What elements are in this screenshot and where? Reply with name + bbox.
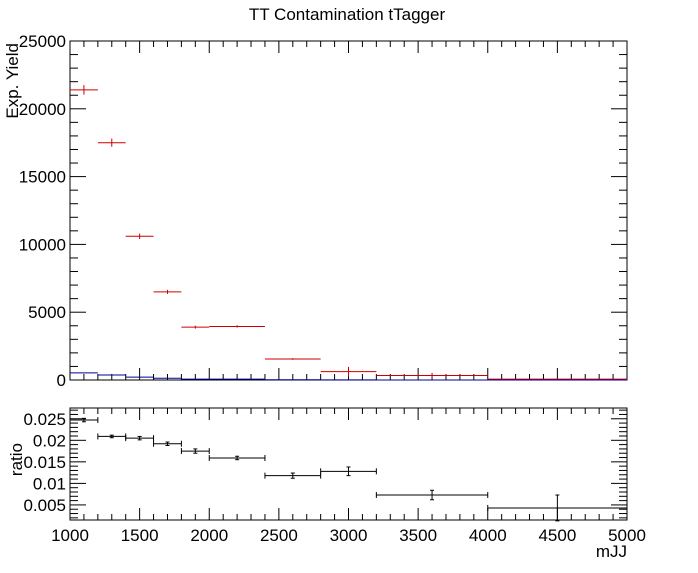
x-axis-label: mJJ bbox=[596, 542, 627, 561]
y-tick-label: 20000 bbox=[19, 100, 66, 119]
ratio-axis-ticks bbox=[69, 408, 628, 520]
yield-point bbox=[70, 85, 98, 95]
ratio-point bbox=[320, 466, 377, 477]
x-tick-label: 1500 bbox=[121, 526, 159, 545]
x-tick-label: 3500 bbox=[399, 526, 437, 545]
ratio-point bbox=[180, 448, 210, 455]
x-tick-label: 5000 bbox=[608, 526, 646, 545]
ratio-point bbox=[208, 454, 266, 461]
ratio-y-tick-label: 0.025 bbox=[23, 410, 66, 429]
yield-point bbox=[181, 325, 210, 329]
yield-point bbox=[264, 358, 321, 360]
ratio-point bbox=[487, 494, 628, 522]
ratio-frame-box bbox=[69, 407, 628, 521]
x-tick-labels: 1000 1500 2000 2500 3000 3500 4000 4500 5000 bbox=[51, 526, 646, 545]
ratio-point bbox=[69, 417, 99, 424]
ratio-y-tick-labels: 0.005 0.01 0.015 0.02 0.025 bbox=[23, 410, 66, 515]
ratio-y-axis-label: ratio bbox=[7, 443, 26, 476]
yield-point bbox=[320, 366, 377, 377]
x-tick-label: 1000 bbox=[51, 526, 89, 545]
yield-point bbox=[153, 289, 182, 294]
ratio-point bbox=[125, 435, 155, 442]
yield-point bbox=[209, 325, 265, 328]
top-frame-box bbox=[69, 40, 628, 381]
ratio-point bbox=[375, 489, 489, 501]
ratio-data-series bbox=[69, 417, 628, 522]
ratio-point bbox=[264, 472, 322, 479]
top-y-tick-labels: 0 5000 10000 15000 20000 25000 bbox=[19, 32, 66, 390]
chart-title: TT Contamination tTagger bbox=[249, 5, 446, 24]
x-tick-label: 2000 bbox=[190, 526, 228, 545]
y-tick-label: 25000 bbox=[19, 32, 66, 51]
top-data-series bbox=[70, 85, 627, 381]
x-tick-label: 4000 bbox=[469, 526, 507, 545]
ratio-y-tick-label: 0.015 bbox=[23, 453, 66, 472]
ratio-point bbox=[97, 433, 127, 440]
ratio-plot-frame bbox=[69, 407, 628, 521]
yield-point bbox=[97, 138, 126, 147]
yield-point bbox=[376, 372, 488, 379]
ratio-y-tick-label: 0.01 bbox=[33, 474, 66, 493]
y-tick-label: 0 bbox=[57, 371, 66, 390]
y-tick-label: 10000 bbox=[19, 235, 66, 254]
top-y-axis-label: Exp. Yield bbox=[3, 43, 22, 119]
x-tick-label: 2500 bbox=[260, 526, 298, 545]
yield-point bbox=[125, 233, 154, 239]
ratio-y-tick-label: 0.02 bbox=[33, 431, 66, 450]
yield-point bbox=[70, 372, 98, 374]
ratio-y-tick-label: 0.005 bbox=[23, 496, 66, 515]
top-axis-ticks bbox=[69, 40, 628, 381]
y-tick-label: 5000 bbox=[28, 303, 66, 322]
top-plot-frame bbox=[69, 40, 628, 381]
ratio-point bbox=[153, 440, 182, 447]
y-tick-label: 15000 bbox=[19, 168, 66, 187]
x-tick-label: 4500 bbox=[538, 526, 576, 545]
x-tick-label: 3000 bbox=[330, 526, 368, 545]
